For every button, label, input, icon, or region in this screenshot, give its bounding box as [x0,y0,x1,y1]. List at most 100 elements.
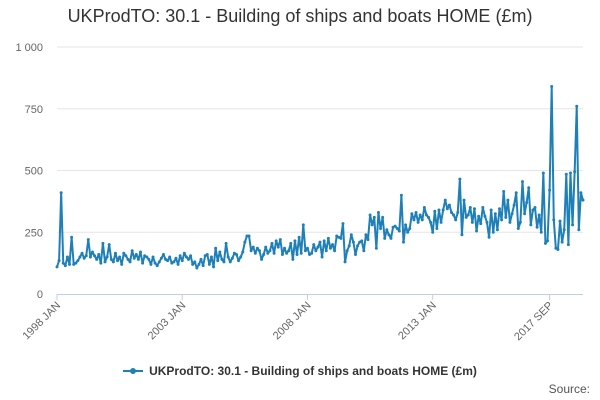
data-point[interactable] [412,218,416,222]
data-point[interactable] [437,208,441,212]
data-point[interactable] [297,235,301,239]
data-point[interactable] [283,246,287,250]
data-point[interactable] [241,250,245,254]
data-point[interactable] [514,191,518,195]
data-point[interactable] [566,243,570,247]
data-point[interactable] [404,223,408,227]
data-point[interactable] [113,251,117,255]
data-point[interactable] [136,257,140,261]
data-point[interactable] [383,236,387,240]
data-point[interactable] [502,190,506,193]
data-point[interactable] [408,227,412,231]
data-point[interactable] [172,260,176,264]
data-point[interactable] [443,198,447,202]
data-point[interactable] [187,257,190,261]
data-point[interactable] [341,222,345,226]
data-point[interactable] [130,249,134,253]
data-point[interactable] [564,172,568,176]
data-point[interactable] [264,245,268,249]
data-point[interactable] [86,238,90,242]
data-point[interactable] [57,259,61,263]
data-point[interactable] [479,222,483,226]
data-point[interactable] [260,257,264,261]
data-point[interactable] [562,228,566,232]
data-point[interactable] [224,241,228,245]
data-point[interactable] [458,177,462,181]
data-point[interactable] [145,255,149,259]
data-point[interactable] [523,212,527,216]
data-point[interactable] [122,251,126,255]
data-point[interactable] [118,255,122,259]
data-point[interactable] [182,251,186,255]
data-point[interactable] [126,257,130,261]
data-point[interactable] [251,245,255,249]
data-point[interactable] [372,215,376,219]
data-point[interactable] [420,218,424,222]
data-point[interactable] [322,239,326,243]
data-point[interactable] [237,259,241,263]
data-point[interactable] [205,252,209,256]
data-point[interactable] [464,215,468,219]
data-point[interactable] [138,250,142,254]
data-point[interactable] [303,249,307,253]
data-point[interactable] [107,243,111,247]
data-point[interactable] [475,229,479,233]
data-point[interactable] [74,261,78,265]
data-point[interactable] [351,240,355,244]
data-point[interactable] [466,213,470,217]
data-point[interactable] [427,215,431,219]
data-point[interactable] [159,256,163,260]
data-point[interactable] [314,249,318,253]
data-point[interactable] [228,260,232,264]
data-point[interactable] [201,264,205,268]
data-point[interactable] [537,213,541,217]
data-point[interactable] [214,246,218,250]
data-point[interactable] [441,208,445,212]
data-point[interactable] [401,240,405,244]
data-point[interactable] [512,203,516,207]
data-point[interactable] [291,257,295,261]
data-point[interactable] [124,254,128,258]
data-point[interactable] [339,236,343,240]
data-point[interactable] [374,246,378,250]
data-point[interactable] [268,249,272,253]
data-point[interactable] [207,262,211,266]
data-point[interactable] [439,220,443,224]
data-point[interactable] [239,255,243,259]
data-point[interactable] [516,227,520,231]
data-point[interactable] [68,262,72,266]
data-point[interactable] [531,208,535,212]
data-point[interactable] [571,223,575,227]
data-point[interactable] [414,210,418,214]
data-point[interactable] [95,257,99,261]
data-point[interactable] [318,240,322,244]
data-point[interactable] [422,206,426,210]
data-point[interactable] [84,254,88,258]
data-point[interactable] [349,233,353,237]
data-point[interactable] [316,245,320,249]
data-point[interactable] [255,246,259,250]
data-point[interactable] [189,254,193,258]
data-point[interactable] [168,255,172,259]
data-point[interactable] [274,239,278,243]
data-point[interactable] [262,252,266,256]
data-point[interactable] [324,249,328,253]
data-point[interactable] [65,255,69,259]
data-point[interactable] [82,256,86,260]
data-point[interactable] [209,255,213,259]
data-point[interactable] [456,210,460,214]
data-point[interactable] [379,227,383,231]
data-point[interactable] [364,233,368,237]
data-point[interactable] [80,251,84,255]
data-point[interactable] [128,260,132,264]
data-point[interactable] [141,261,145,265]
data-point[interactable] [489,208,493,212]
data-point[interactable] [216,259,220,263]
data-point[interactable] [433,209,437,213]
data-point[interactable] [381,215,385,219]
data-point[interactable] [452,213,456,217]
data-point[interactable] [328,246,332,250]
data-point[interactable] [550,85,554,89]
data-point[interactable] [78,255,82,259]
data-point[interactable] [579,191,583,195]
